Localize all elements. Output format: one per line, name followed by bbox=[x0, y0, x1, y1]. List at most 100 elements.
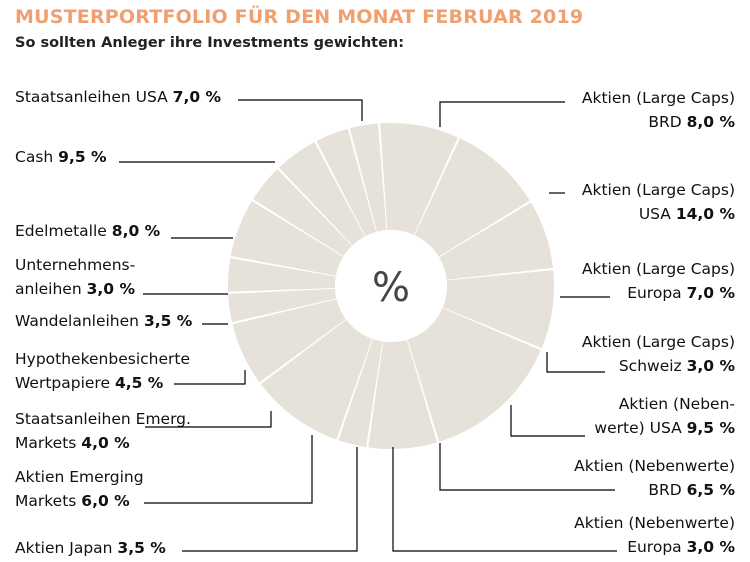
slice-label-line: Aktien (Large Caps) bbox=[582, 330, 735, 354]
donut-hole bbox=[335, 230, 447, 342]
slice-1 bbox=[442, 270, 554, 349]
slice-label-11: Hypothekenbesicherte Wertpapiere 4,5 % bbox=[15, 347, 190, 395]
slice-label-text: Aktien (Nebenwerte) bbox=[574, 457, 735, 475]
slice-label-15: Cash 9,5 % bbox=[15, 145, 107, 169]
slice-label-line: Cash 9,5 % bbox=[15, 145, 107, 169]
slice-label-text: anleihen bbox=[15, 280, 82, 298]
slice-label-7: Aktien (Nebenwerte) Europa 3,0 % bbox=[574, 511, 735, 559]
slice-label-8: Aktien Japan 3,5 % bbox=[15, 536, 166, 560]
slice-label-line: Wertpapiere 4,5 % bbox=[15, 371, 190, 395]
slice-label-line: Schweiz 3,0 % bbox=[582, 354, 735, 378]
slice-label-13: Unternehmens-anleihen 3,0 % bbox=[15, 253, 135, 301]
chart-subtitle: So sollten Anleger ihre Investments gewi… bbox=[15, 35, 405, 51]
slice-label-text: Staatsanleihen USA bbox=[15, 88, 168, 106]
slice-value: 3,5 % bbox=[143, 312, 193, 330]
slice-label-line: Hypothekenbesicherte bbox=[15, 347, 190, 371]
slice-label-12: Wandelanleihen 3,5 % bbox=[15, 309, 192, 333]
slice-11 bbox=[279, 142, 365, 246]
slice-label-6: Aktien (Nebenwerte) BRD 6,5 % bbox=[574, 454, 735, 502]
leader-line-9 bbox=[144, 435, 313, 504]
leader-lines-layer bbox=[119, 99, 617, 552]
slice-label-text: Aktien (Large Caps) bbox=[581, 181, 735, 199]
slice-5 bbox=[260, 319, 373, 440]
slice-16 bbox=[439, 202, 553, 280]
slice-value: 4,0 % bbox=[81, 434, 130, 452]
slice-value: 8,0 % bbox=[111, 222, 161, 240]
slice-8 bbox=[227, 258, 336, 292]
leader-line-5 bbox=[510, 405, 585, 437]
slice-label-text: Edelmetalle bbox=[15, 222, 107, 240]
slice-label-line: Aktien (Neben- bbox=[594, 392, 735, 416]
slice-12 bbox=[316, 128, 377, 237]
slice-label-text: Aktien (Large Caps) bbox=[581, 260, 735, 278]
slice-label-9: Aktien Emerging Markets 6,0 % bbox=[15, 465, 144, 513]
slices-layer bbox=[227, 123, 554, 449]
slice-label-line: Aktien (Nebenwerte) bbox=[574, 511, 735, 535]
slice-label-text: Aktien (Neben- bbox=[618, 395, 735, 413]
slice-label-line: Europa 3,0 % bbox=[574, 535, 735, 559]
slice-label-line: Aktien (Large Caps) bbox=[582, 86, 735, 110]
slice-label-text: Aktien Emerging bbox=[15, 468, 144, 486]
slice-label-text: Cash bbox=[15, 148, 54, 166]
slice-label-line: Unternehmens- bbox=[15, 253, 135, 277]
slice-label-line: Edelmetalle 8,0 % bbox=[15, 219, 160, 243]
slice-label-text: Aktien (Large Caps) bbox=[581, 89, 735, 107]
slice-label-text: Unternehmens- bbox=[15, 256, 136, 274]
slice-9 bbox=[230, 201, 344, 276]
slice-14 bbox=[380, 123, 458, 235]
leader-line-1 bbox=[439, 101, 565, 127]
slice-value: 7,0 % bbox=[172, 88, 222, 106]
slice-value: 3,5 % bbox=[117, 539, 166, 557]
slice-label-line: Aktien (Large Caps) bbox=[582, 257, 735, 281]
chart-title: MUSTERPORTFOLIO FÜR DEN MONAT FEBRUAR 20… bbox=[15, 6, 584, 28]
slice-label-text: BRD bbox=[648, 481, 682, 499]
slice-label-text: Aktien (Nebenwerte) bbox=[574, 514, 735, 532]
slice-value: 6,5 % bbox=[686, 481, 735, 499]
slice-label-line: Aktien (Large Caps) bbox=[582, 178, 735, 202]
slice-value: 6,0 % bbox=[81, 492, 130, 510]
slice-value: 8,0 % bbox=[686, 113, 735, 131]
center-percent-label: % bbox=[372, 265, 410, 311]
slice-6 bbox=[232, 299, 346, 383]
leader-line-6 bbox=[439, 443, 615, 491]
slice-label-line: BRD 8,0 % bbox=[582, 110, 735, 134]
slice-label-4: Aktien (Large Caps) Schweiz 3,0 % bbox=[582, 330, 735, 378]
slice-label-line: Markets 6,0 % bbox=[15, 489, 144, 513]
slice-label-14: Edelmetalle 8,0 % bbox=[15, 219, 160, 243]
slice-label-5: Aktien (Neben-werte) USA 9,5 % bbox=[594, 392, 735, 440]
slice-label-10: Staatsanleihen Emerg. Markets 4,0 % bbox=[15, 407, 191, 455]
slice-value: 3,0 % bbox=[86, 280, 135, 298]
slice-13 bbox=[349, 123, 387, 232]
slice-label-line: Markets 4,0 % bbox=[15, 431, 191, 455]
slice-4 bbox=[338, 339, 383, 448]
slice-label-line: USA 14,0 % bbox=[582, 202, 735, 226]
slice-15 bbox=[414, 138, 530, 257]
slice-value: 7,0 % bbox=[686, 284, 735, 302]
slice-label-line: Staatsanleihen USA 7,0 % bbox=[15, 85, 221, 109]
slice-label-text: Markets bbox=[15, 492, 77, 510]
slice-label-1: Aktien (Large Caps) BRD 8,0 % bbox=[582, 86, 735, 134]
slice-label-text: Schweiz bbox=[618, 357, 682, 375]
slice-label-text: Staatsanleihen Emerg. bbox=[15, 410, 191, 428]
leader-line-8 bbox=[182, 447, 358, 552]
slice-10 bbox=[253, 169, 352, 257]
slice-label-text: Aktien (Large Caps) bbox=[581, 333, 735, 351]
slice-value: 4,5 % bbox=[114, 374, 164, 392]
slice-value: 9,5 % bbox=[686, 419, 735, 437]
slice-label-text: Europa bbox=[627, 284, 682, 302]
slice-label-text: Europa bbox=[627, 538, 682, 556]
slice-label-line: BRD 6,5 % bbox=[574, 478, 735, 502]
slice-3 bbox=[368, 339, 438, 449]
slice-value: 14,0 % bbox=[675, 205, 735, 223]
slice-value: 3,0 % bbox=[686, 538, 735, 556]
slice-label-line: Aktien (Nebenwerte) bbox=[574, 454, 735, 478]
leader-line-4 bbox=[546, 352, 605, 373]
slice-label-line: werte) USA 9,5 % bbox=[594, 416, 735, 440]
slice-label-text: Aktien Japan bbox=[15, 539, 113, 557]
slice-label-text: Wandelanleihen bbox=[15, 312, 139, 330]
slice-value: 9,5 % bbox=[58, 148, 107, 166]
slice-label-line: Europa 7,0 % bbox=[582, 281, 735, 305]
slice-label-2: Aktien (Large Caps) USA 14,0 % bbox=[582, 178, 735, 226]
slice-value: 3,0 % bbox=[686, 357, 735, 375]
